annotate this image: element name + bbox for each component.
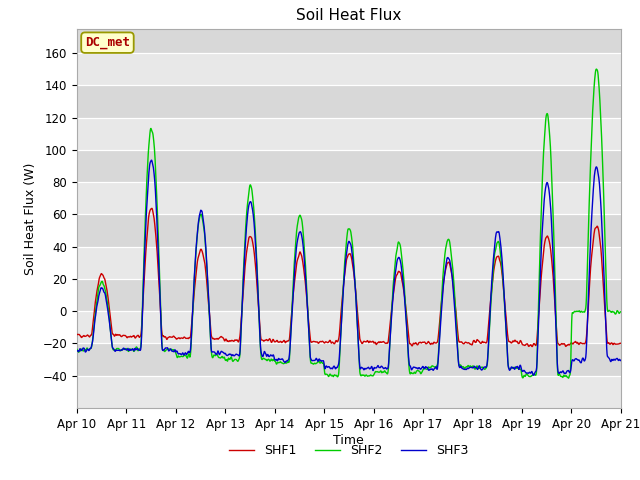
SHF2 <box>617 309 625 315</box>
Bar <box>77 53 621 85</box>
SHF3 <box>88 345 95 350</box>
SHF1 <box>405 336 413 342</box>
Line: SHF1: SHF1 <box>77 208 621 347</box>
Text: DC_met: DC_met <box>85 36 130 49</box>
SHF2 <box>495 239 502 244</box>
Bar <box>77 21 621 53</box>
SHF1 <box>617 340 625 346</box>
SHF2 <box>73 346 81 352</box>
SHF2 <box>593 66 600 72</box>
SHF3 <box>414 366 422 372</box>
SHF3 <box>617 358 625 363</box>
SHF3 <box>495 229 503 235</box>
SHF1 <box>414 341 422 347</box>
SHF2 <box>564 375 572 381</box>
SHF2 <box>536 233 544 239</box>
Bar <box>77 344 621 376</box>
SHF1 <box>529 344 536 349</box>
Bar <box>77 215 621 247</box>
Bar <box>77 311 621 344</box>
Legend: SHF1, SHF2, SHF3: SHF1, SHF2, SHF3 <box>224 439 474 462</box>
X-axis label: Time: Time <box>333 433 364 446</box>
Title: Soil Heat Flux: Soil Heat Flux <box>296 9 401 24</box>
SHF3 <box>538 251 545 256</box>
Bar <box>77 85 621 118</box>
Bar <box>77 182 621 215</box>
Bar <box>77 247 621 279</box>
Bar <box>77 279 621 311</box>
SHF3 <box>296 229 304 235</box>
Bar <box>77 376 621 408</box>
SHF1 <box>148 205 156 211</box>
SHF3 <box>405 359 413 364</box>
SHF2 <box>414 368 422 373</box>
Bar <box>77 150 621 182</box>
Y-axis label: Soil Heat Flux (W): Soil Heat Flux (W) <box>24 162 36 275</box>
SHF2 <box>404 358 412 364</box>
SHF3 <box>530 372 538 378</box>
Bar <box>77 118 621 150</box>
SHF3 <box>147 157 155 163</box>
SHF1 <box>73 332 81 337</box>
Line: SHF3: SHF3 <box>77 160 621 375</box>
SHF1 <box>538 276 545 281</box>
Line: SHF2: SHF2 <box>77 69 621 378</box>
SHF1 <box>296 249 304 255</box>
SHF3 <box>73 348 81 354</box>
SHF2 <box>296 213 303 218</box>
SHF1 <box>495 254 503 260</box>
SHF1 <box>88 332 95 338</box>
SHF2 <box>88 345 95 351</box>
